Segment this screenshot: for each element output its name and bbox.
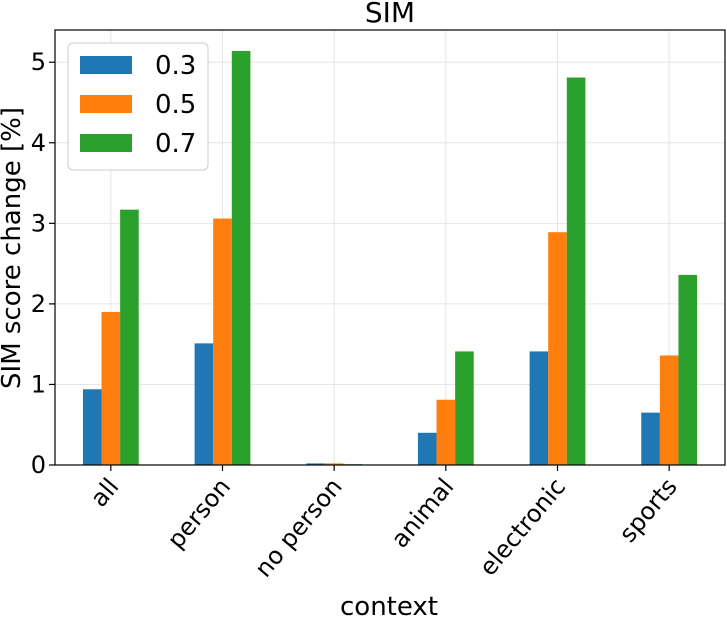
y-tick-label: 0 <box>31 451 46 479</box>
bar-all-0.7 <box>120 209 139 465</box>
y-axis-label: SIM score change [%] <box>0 107 27 389</box>
legend-label-0-3: 0.3 <box>155 51 196 81</box>
x-tick-label-animal: animal <box>386 473 460 553</box>
y-axis: 0 1 2 3 4 5 <box>31 48 55 479</box>
bar-animal-0.7 <box>455 351 474 465</box>
bar-person-0.7 <box>231 50 251 465</box>
chart-title: SIM <box>365 0 415 29</box>
bar-sports-0.7 <box>678 274 698 465</box>
bar-electronic-0.3 <box>529 351 549 465</box>
x-tick-label-no-person: no person <box>249 473 347 583</box>
legend-label-0-7: 0.7 <box>155 129 196 159</box>
legend-swatch-0-3 <box>80 56 132 74</box>
x-tick-label-electronic: electronic <box>474 473 571 581</box>
x-tick-label-sports: sports <box>614 473 683 548</box>
x-tick-label-person: person <box>162 473 236 554</box>
y-tick-label: 2 <box>31 290 46 318</box>
bar-person-0.3 <box>194 343 214 465</box>
y-tick-label: 4 <box>31 129 46 157</box>
bar-no-person-0.5 <box>324 463 344 465</box>
bar-electronic-0.7 <box>566 77 586 466</box>
bar-all-0.3 <box>82 389 102 465</box>
bar-sports-0.3 <box>641 412 660 465</box>
legend: 0.3 0.5 0.7 <box>67 42 209 171</box>
bar-person-0.5 <box>213 218 232 465</box>
bar-no-person-0.3 <box>306 463 325 465</box>
x-axis-label: context <box>340 592 438 622</box>
bars <box>82 50 698 466</box>
bar-sports-0.5 <box>659 355 679 465</box>
bar-animal-0.5 <box>436 399 456 465</box>
y-tick-label: 3 <box>31 209 46 237</box>
legend-swatch-0-5 <box>80 95 132 113</box>
y-tick-label: 1 <box>31 370 46 398</box>
y-tick-label: 5 <box>31 48 46 76</box>
legend-label-0-5: 0.5 <box>155 90 196 120</box>
bar-all-0.5 <box>101 311 121 465</box>
legend-swatch-0-7 <box>80 134 132 152</box>
bar-electronic-0.5 <box>548 232 567 465</box>
x-tick-label-all: all <box>85 473 124 512</box>
x-axis: all person no person animal electronic sports <box>85 465 683 583</box>
plot-frame <box>54 29 726 466</box>
bar-animal-0.3 <box>417 432 437 465</box>
